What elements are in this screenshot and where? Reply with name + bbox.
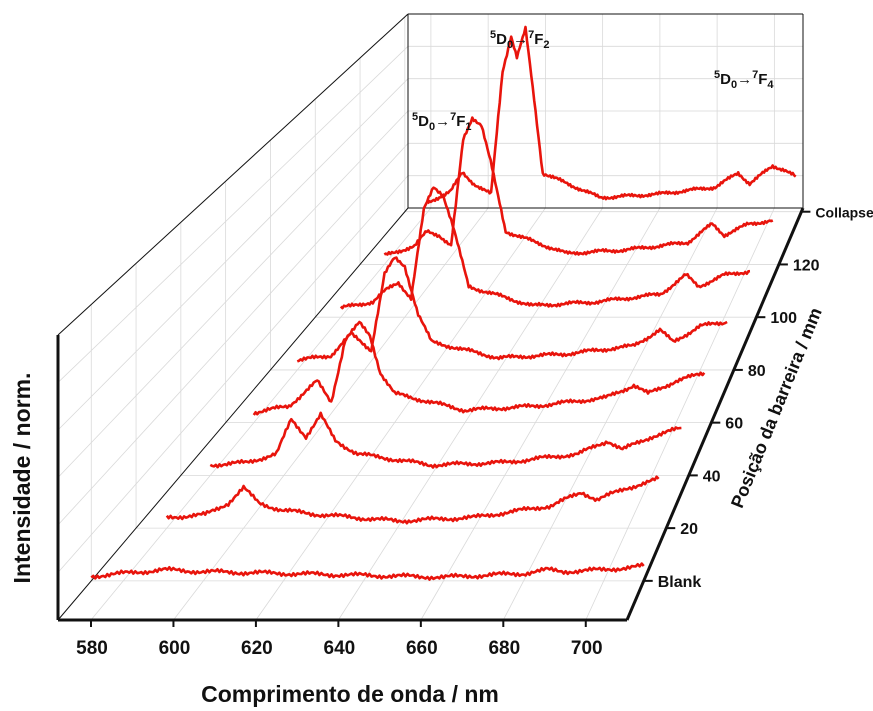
series-line-120: [383, 116, 774, 256]
transition-annotation: 5D0→7F2: [490, 29, 550, 51]
wall-gridline: [57, 175, 409, 573]
z-tick-label: Blank: [658, 574, 702, 591]
series-line-20: [165, 475, 660, 525]
series-line-blank: [90, 562, 645, 581]
z-axis-label: Posição da barreira / mm: [727, 305, 826, 511]
wall-gridline: [57, 78, 409, 431]
tick-layer: 580 600 620 640 660 680 700 Blank 20 40 60 80 100 120…: [76, 205, 873, 659]
x-tick-label: 600: [159, 638, 191, 659]
transition-annotation: 5D0→7F1: [412, 111, 472, 133]
series-line-100: [339, 186, 751, 310]
x-tick-label: 660: [406, 638, 438, 659]
series-line-80: [296, 256, 728, 363]
frame-edge: [57, 207, 409, 621]
x-tick-label: 700: [571, 638, 603, 659]
x-tick-label: 680: [488, 638, 520, 659]
x-tick-label: 580: [76, 638, 108, 659]
z-tick-label: 120: [793, 257, 820, 274]
floor-gridline: [173, 207, 489, 621]
axes-frame: [56, 13, 805, 622]
series-line-40: [209, 411, 682, 469]
floor-gridline: [255, 207, 546, 621]
annotation-layer: 5D0→7F1 5D0→7F2 5D0→7F4: [412, 29, 774, 133]
floor-gridline: [90, 207, 432, 621]
wall-gridline: [57, 110, 409, 478]
y-axis-label: Intensidade / norm.: [9, 373, 35, 584]
series-line-collapse: [426, 25, 797, 205]
floor-gridline: [585, 207, 775, 621]
z-tick-label: 40: [703, 468, 721, 485]
floor-gridline: [420, 207, 661, 621]
frame-edge: [57, 13, 409, 336]
z-tick-label: Collapse: [815, 205, 873, 221]
z-tick-label: 80: [748, 363, 766, 380]
z-axis-line: [625, 207, 805, 621]
x-tick-label: 640: [324, 638, 356, 659]
z-tick-label: 100: [770, 310, 797, 327]
x-tick-label: 620: [241, 638, 273, 659]
floor-gridline: [502, 207, 718, 621]
floor-gridline: [338, 207, 603, 621]
series-layer: [90, 25, 797, 581]
z-tick-label: 60: [725, 416, 743, 433]
grid-layer: [57, 14, 803, 621]
wall-gridline: [57, 46, 409, 383]
transition-annotation: 5D0→7F4: [714, 69, 774, 91]
series-line-60: [252, 320, 706, 416]
wall-gridline: [57, 143, 409, 526]
z-tick-label: 20: [680, 521, 698, 538]
x-axis-label: Comprimento de onda / nm: [201, 681, 499, 707]
